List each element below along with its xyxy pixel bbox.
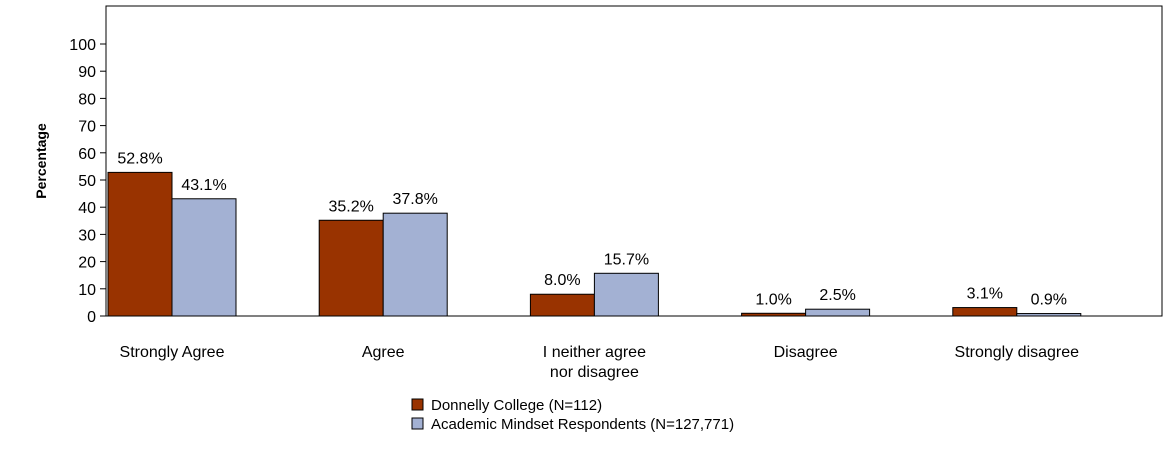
y-tick-label: 70 (78, 119, 96, 136)
category-label: Agree (362, 344, 405, 361)
legend-swatch (411, 398, 424, 411)
data-label: 43.1% (181, 177, 226, 194)
category-label: I neither agree (543, 344, 646, 361)
plot-frame (105, 5, 1163, 317)
bar (952, 307, 1018, 317)
y-tick-label: 40 (78, 200, 96, 217)
data-label: 15.7% (604, 251, 649, 268)
legend-label: Donnelly College (N=112) (431, 397, 602, 414)
bar (805, 308, 871, 317)
bar (1016, 313, 1082, 317)
data-label: 2.5% (819, 287, 855, 304)
bar (529, 293, 595, 317)
bar (318, 219, 384, 317)
y-tick-label: 80 (78, 91, 96, 108)
y-tick-label: 20 (78, 255, 96, 272)
y-tick-label: 100 (69, 37, 96, 54)
data-label: 52.8% (117, 150, 162, 167)
data-label: 3.1% (967, 286, 1003, 303)
category-label: Strongly disagree (955, 344, 1080, 361)
category-label: nor disagree (550, 364, 639, 381)
y-tick-label: 30 (78, 227, 96, 244)
data-label: 37.8% (393, 191, 438, 208)
data-label: 35.2% (329, 198, 374, 215)
y-tick-label: 10 (78, 282, 96, 299)
data-label: 1.0% (755, 291, 791, 308)
data-label: 0.9% (1031, 292, 1067, 309)
legend-label: Academic Mindset Respondents (N=127,771) (431, 416, 734, 433)
bar (171, 198, 237, 317)
bar (593, 272, 659, 317)
legend-swatch (411, 417, 424, 430)
data-label: 8.0% (544, 272, 580, 289)
bar (741, 312, 807, 317)
category-label: Disagree (774, 344, 838, 361)
category-label: Strongly Agree (120, 344, 225, 361)
bar (107, 171, 173, 317)
y-tick-label: 60 (78, 146, 96, 163)
bar (382, 212, 448, 317)
y-tick-label: 0 (87, 309, 96, 326)
y-tick-label: 90 (78, 64, 96, 81)
y-tick-label: 50 (78, 173, 96, 190)
y-axis-title: Percentage (33, 123, 49, 199)
